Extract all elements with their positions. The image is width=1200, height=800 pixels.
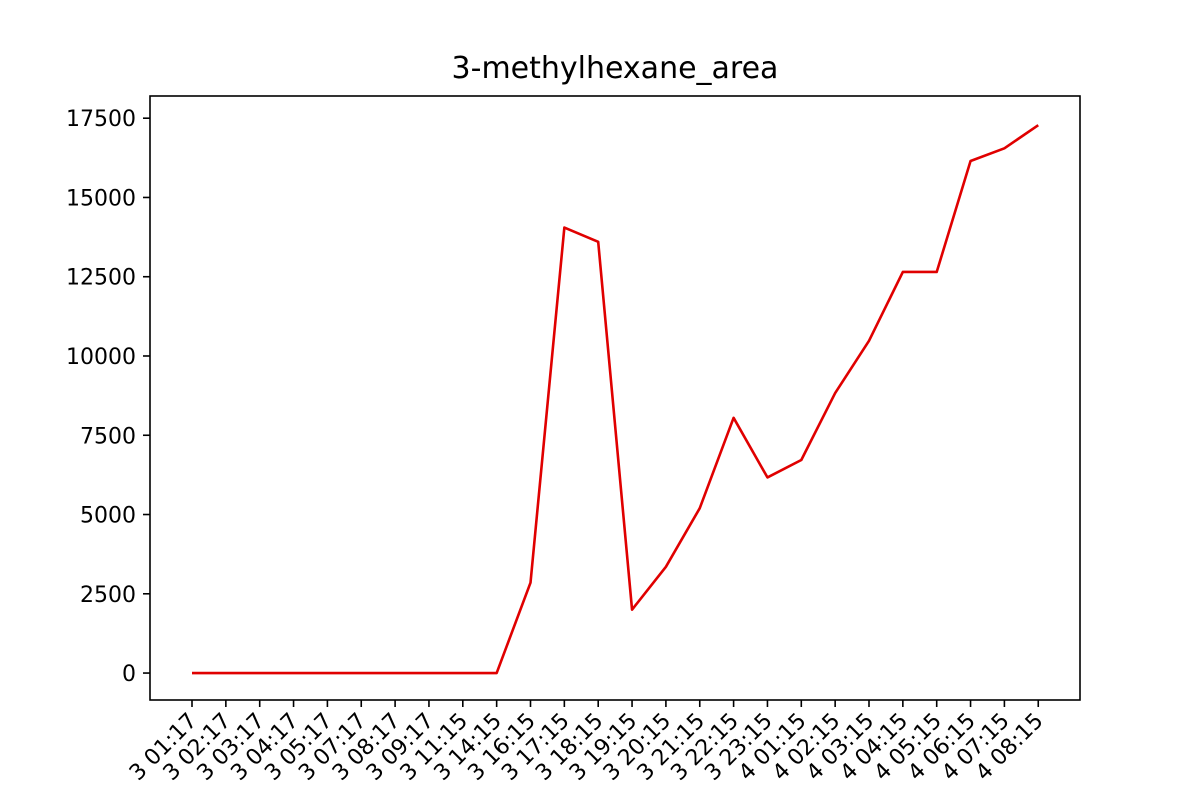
y-tick-label: 17500	[66, 107, 136, 132]
y-tick-label: 7500	[80, 424, 136, 449]
y-tick-label: 12500	[66, 266, 136, 291]
y-tick-label: 0	[122, 662, 136, 687]
series-layer	[192, 124, 1039, 675]
y-tick-label: 15000	[66, 186, 136, 211]
y-tick-label: 5000	[80, 504, 136, 529]
y-axis: 0 2500 5000 7500 10000 12500 15000 17500	[66, 107, 150, 687]
y-tick-label: 10000	[66, 345, 136, 370]
y-tick-label: 2500	[80, 583, 136, 608]
series-line	[192, 124, 1039, 675]
chart-title: 3-methylhexane_area	[452, 51, 779, 86]
x-axis: 3 01:173 02:173 03:173 04:173 05:173 07:…	[125, 700, 1048, 786]
plot-area-frame	[149, 95, 1081, 701]
